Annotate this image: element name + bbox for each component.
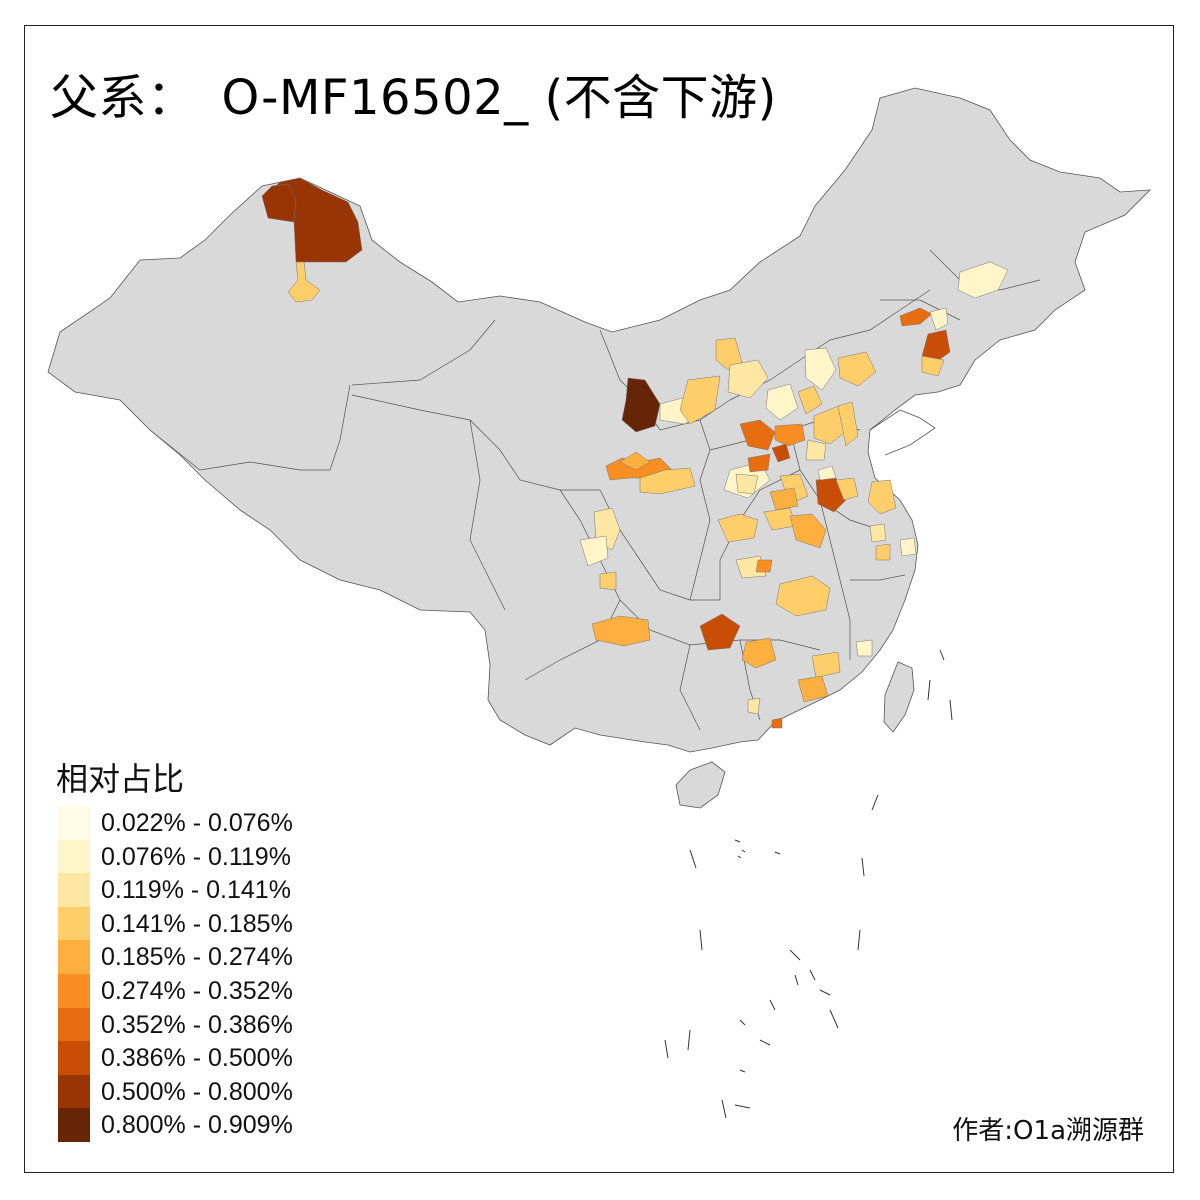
legend-swatch bbox=[58, 1108, 90, 1142]
title-suffix: (不含下游) bbox=[544, 70, 777, 126]
taiwan-island bbox=[883, 661, 915, 733]
region-tacheng-north bbox=[261, 183, 297, 223]
region-yangzhou bbox=[875, 543, 891, 561]
region-taiyuan bbox=[739, 419, 776, 451]
colored-regions bbox=[261, 177, 1009, 729]
region-liaocheng bbox=[837, 401, 859, 447]
region-lianyungang bbox=[867, 479, 897, 515]
map-title: 父系： O-MF16502_ (不含下游) bbox=[50, 58, 777, 128]
region-chongqing-east bbox=[591, 615, 651, 647]
legend-label: 0.500% - 0.800% bbox=[101, 1077, 293, 1106]
legend-label: 0.119% - 0.141% bbox=[101, 876, 291, 905]
author-credit: 作者:O1a溯源群 bbox=[952, 1116, 1144, 1146]
region-nanyang bbox=[717, 513, 759, 543]
region-karamay bbox=[287, 261, 321, 303]
shandong-peninsula-outline bbox=[869, 409, 936, 456]
region-tangshan bbox=[837, 351, 877, 387]
region-hefei bbox=[869, 523, 887, 543]
region-zunyi bbox=[699, 613, 741, 651]
title-prefix: 父系： bbox=[50, 70, 196, 126]
region-jingzhou bbox=[775, 575, 831, 617]
legend-label: 0.076% - 0.119% bbox=[101, 842, 291, 871]
region-zhangjiakou bbox=[727, 359, 769, 399]
region-baoding bbox=[765, 383, 799, 421]
china-mainland bbox=[47, 87, 1152, 753]
region-mianyang bbox=[579, 535, 609, 567]
map-frame bbox=[24, 25, 1174, 1173]
region-guilin bbox=[747, 697, 761, 715]
title-haplogroup: O-MF16502_ bbox=[221, 70, 529, 126]
legend-label: 0.274% - 0.352% bbox=[101, 976, 293, 1005]
region-ganzhou bbox=[797, 675, 829, 703]
legend-swatch bbox=[58, 839, 90, 874]
region-xingtai bbox=[771, 443, 791, 463]
hainan-island bbox=[675, 761, 726, 809]
south-china-sea-islands bbox=[664, 649, 953, 1119]
region-shijiazhuang bbox=[774, 423, 806, 447]
legend-swatch bbox=[58, 1074, 90, 1109]
region-huaibei bbox=[769, 487, 799, 511]
region-dazhou bbox=[599, 571, 617, 591]
region-xinzhou bbox=[679, 375, 721, 425]
region-chengde bbox=[804, 347, 837, 391]
legend-swatch bbox=[58, 1007, 90, 1042]
region-zaozhuang bbox=[817, 465, 837, 481]
legend-swatch bbox=[58, 906, 90, 941]
region-fuxin bbox=[929, 307, 949, 331]
legend-label: 0.185% - 0.274% bbox=[101, 943, 293, 972]
legend-swatch bbox=[58, 940, 90, 974]
region-zhaoqing bbox=[771, 717, 783, 729]
region-suqian bbox=[835, 477, 859, 501]
region-changde bbox=[741, 637, 777, 669]
region-dalian-north bbox=[921, 355, 945, 377]
region-cangzhou bbox=[813, 405, 849, 445]
legend-label: 0.022% - 0.076% bbox=[101, 809, 293, 837]
region-nanchang bbox=[811, 651, 841, 679]
legend-title: 相对占比 bbox=[56, 760, 185, 798]
legend-label: 0.800% - 0.909% bbox=[101, 1111, 293, 1140]
region-jincheng bbox=[747, 453, 771, 473]
region-chifeng bbox=[899, 307, 933, 327]
region-nanjing bbox=[899, 537, 917, 557]
region-gansu-east bbox=[639, 467, 696, 495]
legend-label: 0.386% - 0.500% bbox=[101, 1044, 293, 1073]
region-shiyan bbox=[755, 559, 773, 573]
region-tianshui bbox=[619, 451, 651, 471]
region-changchun bbox=[957, 261, 1009, 299]
region-dezhou bbox=[805, 439, 827, 461]
legend-label: 0.352% - 0.386% bbox=[101, 1010, 293, 1039]
legend-swatch bbox=[58, 806, 90, 840]
region-shenyang bbox=[921, 329, 951, 363]
region-kaifeng bbox=[735, 473, 759, 495]
region-langfang bbox=[797, 385, 823, 415]
region-ordos bbox=[621, 377, 661, 433]
legend-swatch bbox=[58, 973, 90, 1008]
legend-swatch bbox=[58, 873, 90, 907]
legend-label: 0.141% - 0.185% bbox=[101, 909, 293, 938]
legend-swatch bbox=[58, 1041, 90, 1075]
region-fuzhou-fj bbox=[855, 639, 873, 657]
region-zhoukou bbox=[789, 513, 827, 549]
